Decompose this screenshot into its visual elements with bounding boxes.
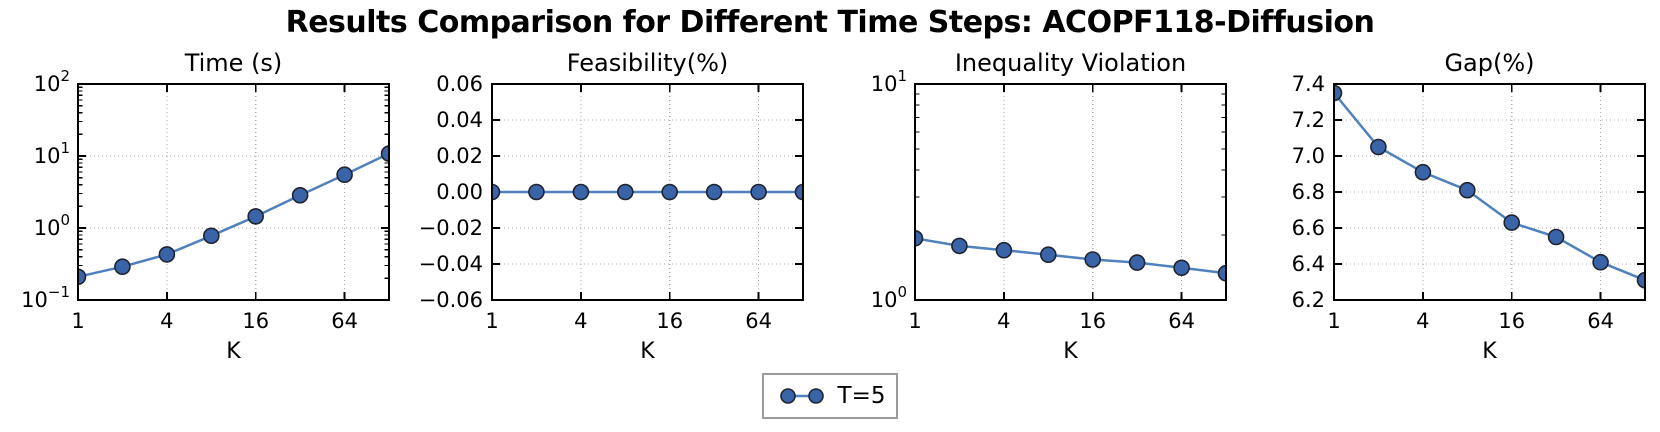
panel-feasibility: 0.06 0.04 0.02 0.00 −0.02 −0.04 −0.06 1 4 16 64 K Fe… <box>414 42 818 372</box>
svg-text:0.04: 0.04 <box>436 108 483 132</box>
svg-text:64: 64 <box>745 309 772 333</box>
svg-text:Time (s): Time (s) <box>184 49 283 77</box>
svg-text:6.4: 6.4 <box>1292 252 1325 276</box>
svg-text:4: 4 <box>160 309 173 333</box>
svg-text:7.0: 7.0 <box>1292 144 1325 168</box>
feasibility-chart: 0.06 0.04 0.02 0.00 −0.02 −0.04 −0.061 4 16 64 K Fe… <box>419 49 804 364</box>
svg-text:16: 16 <box>656 309 683 333</box>
svg-text:6.8: 6.8 <box>1292 180 1325 204</box>
svg-text:101: 101 <box>34 139 70 168</box>
svg-text:6.2: 6.2 <box>1292 288 1325 312</box>
legend-label: T=5 <box>837 383 886 409</box>
svg-text:10−1: 10−1 <box>21 283 70 312</box>
svg-text:102: 102 <box>34 67 70 96</box>
svg-text:0.00: 0.00 <box>436 180 483 204</box>
svg-text:Gap(%): Gap(%) <box>1444 49 1534 77</box>
svg-text:1: 1 <box>485 309 498 333</box>
legend-marker-icon <box>779 388 824 404</box>
svg-text:K: K <box>640 339 655 364</box>
panel-inequality-violation: 101 100 1 4 16 64 K Inequality Violation <box>837 42 1241 372</box>
svg-text:16: 16 <box>1079 309 1106 333</box>
svg-text:0.06: 0.06 <box>436 72 483 96</box>
legend: T=5 <box>762 373 898 419</box>
svg-text:K: K <box>226 339 241 364</box>
gap-chart: 7.4 7.2 7.0 6.8 6.6 6.4 6.21 4 16 64 K Gap(%) <box>1292 49 1646 364</box>
svg-text:−0.02: −0.02 <box>419 216 483 240</box>
svg-text:K: K <box>1063 339 1078 364</box>
svg-text:1: 1 <box>908 309 921 333</box>
svg-text:16: 16 <box>1498 309 1525 333</box>
svg-text:1: 1 <box>71 309 84 333</box>
svg-text:7.2: 7.2 <box>1292 108 1325 132</box>
svg-text:4: 4 <box>574 309 587 333</box>
svg-text:4: 4 <box>997 309 1010 333</box>
svg-text:0.02: 0.02 <box>436 144 483 168</box>
svg-text:−0.04: −0.04 <box>419 252 483 276</box>
svg-text:101: 101 <box>871 67 907 96</box>
svg-text:16: 16 <box>242 309 269 333</box>
svg-text:4: 4 <box>1416 309 1429 333</box>
svg-text:K: K <box>1482 339 1497 364</box>
svg-text:−0.06: −0.06 <box>419 288 483 312</box>
svg-text:7.4: 7.4 <box>1292 72 1325 96</box>
svg-text:64: 64 <box>1168 309 1195 333</box>
svg-text:100: 100 <box>871 283 907 312</box>
svg-text:Inequality Violation: Inequality Violation <box>955 49 1186 77</box>
time-chart: 102 101 100 10−11 4 16 64 K Time (s) <box>21 49 390 364</box>
panel-time: 102 101 100 10−1 1 4 16 64 K Time (s) <box>0 42 404 372</box>
svg-text:64: 64 <box>331 309 358 333</box>
panel-gap: 7.4 7.2 7.0 6.8 6.6 6.4 6.2 1 4 16 64 K Gap(%) <box>1256 42 1660 372</box>
page-title: Results Comparison for Different Time St… <box>285 5 1375 40</box>
svg-text:Feasibility(%): Feasibility(%) <box>567 49 729 77</box>
svg-text:64: 64 <box>1587 309 1614 333</box>
svg-text:6.6: 6.6 <box>1292 216 1325 240</box>
svg-text:100: 100 <box>34 211 70 240</box>
svg-text:1: 1 <box>1327 309 1340 333</box>
